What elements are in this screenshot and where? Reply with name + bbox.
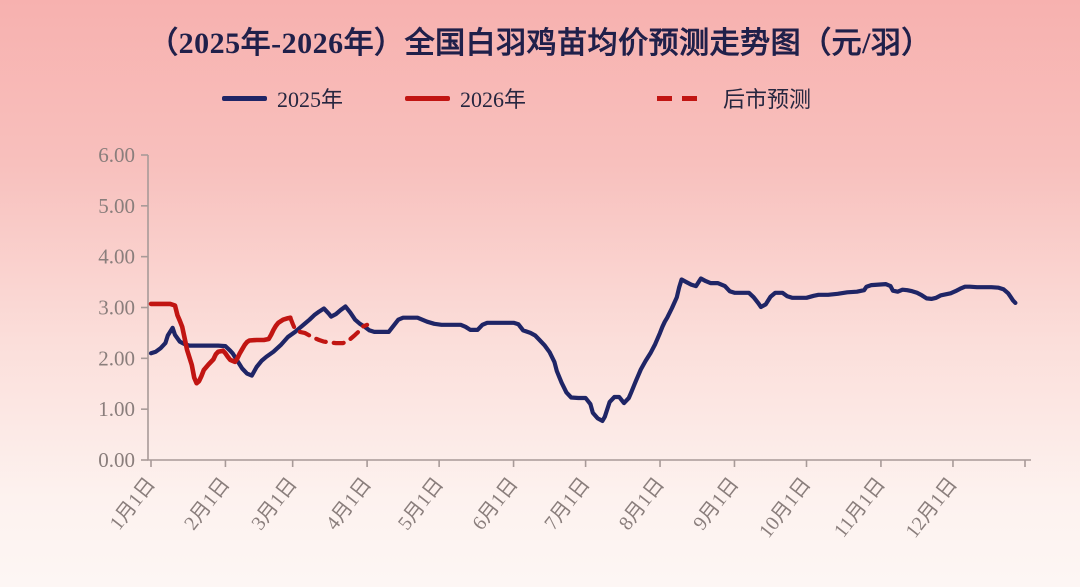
svg-text:9月1日: 9月1日 xyxy=(689,474,743,535)
legend-2025-line-icon xyxy=(222,95,267,101)
svg-text:3月1日: 3月1日 xyxy=(247,474,301,535)
svg-text:8月1日: 8月1日 xyxy=(615,474,669,535)
svg-text:2月1日: 2月1日 xyxy=(180,474,234,535)
svg-text:5.00: 5.00 xyxy=(98,194,135,218)
svg-text:7月1日: 7月1日 xyxy=(540,474,594,535)
legend-label-2025: 2025年 xyxy=(277,87,344,112)
svg-text:6.00: 6.00 xyxy=(98,143,135,167)
svg-text:1.00: 1.00 xyxy=(98,397,135,421)
svg-text:0.00: 0.00 xyxy=(98,448,135,472)
svg-text:1月1日: 1月1日 xyxy=(106,474,160,535)
chart-title: （2025年-2026年）全国白羽鸡苗均价预测走势图（元/羽） xyxy=(148,27,932,60)
legend-item-2025: 2025年 xyxy=(222,84,343,112)
svg-text:12月1日: 12月1日 xyxy=(901,474,961,543)
svg-text:6月1日: 6月1日 xyxy=(468,474,522,535)
svg-text:4月1日: 4月1日 xyxy=(322,474,376,535)
legend-forecast-dash-icon xyxy=(657,95,697,101)
legend-label-2026: 2026年 xyxy=(460,87,527,112)
svg-text:2.00: 2.00 xyxy=(98,346,135,370)
legend-item-2026: 2026年 xyxy=(405,84,526,112)
legend-label-forecast: 后市预测 xyxy=(723,87,812,112)
svg-text:5月1日: 5月1日 xyxy=(394,474,448,535)
svg-text:3.00: 3.00 xyxy=(98,296,135,320)
svg-text:4.00: 4.00 xyxy=(98,245,135,269)
svg-text:11月1日: 11月1日 xyxy=(830,474,890,542)
legend: 2025年 2026年 后市预测 xyxy=(0,84,1080,112)
legend-2026-line-icon xyxy=(405,95,450,101)
legend-item-forecast: 后市预测 xyxy=(657,84,811,112)
svg-text:10月1日: 10月1日 xyxy=(755,474,815,543)
